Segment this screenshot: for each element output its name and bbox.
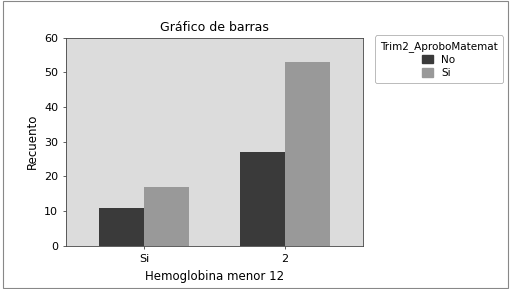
Bar (285, 62, 330, 246)
Title: Gráfico de barras: Gráfico de barras (160, 21, 269, 34)
Bar (144, 187, 189, 246)
Legend: No, Si: No, Si (375, 36, 503, 83)
Y-axis label: Recuento: Recuento (26, 114, 38, 169)
Bar (240, 152, 285, 246)
Bar (99, 208, 144, 246)
X-axis label: Hemoglobina menor 12: Hemoglobina menor 12 (145, 270, 284, 283)
